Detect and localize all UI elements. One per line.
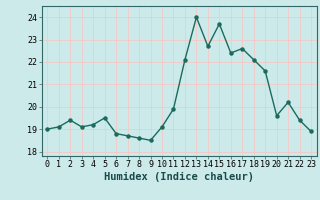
X-axis label: Humidex (Indice chaleur): Humidex (Indice chaleur)	[104, 172, 254, 182]
